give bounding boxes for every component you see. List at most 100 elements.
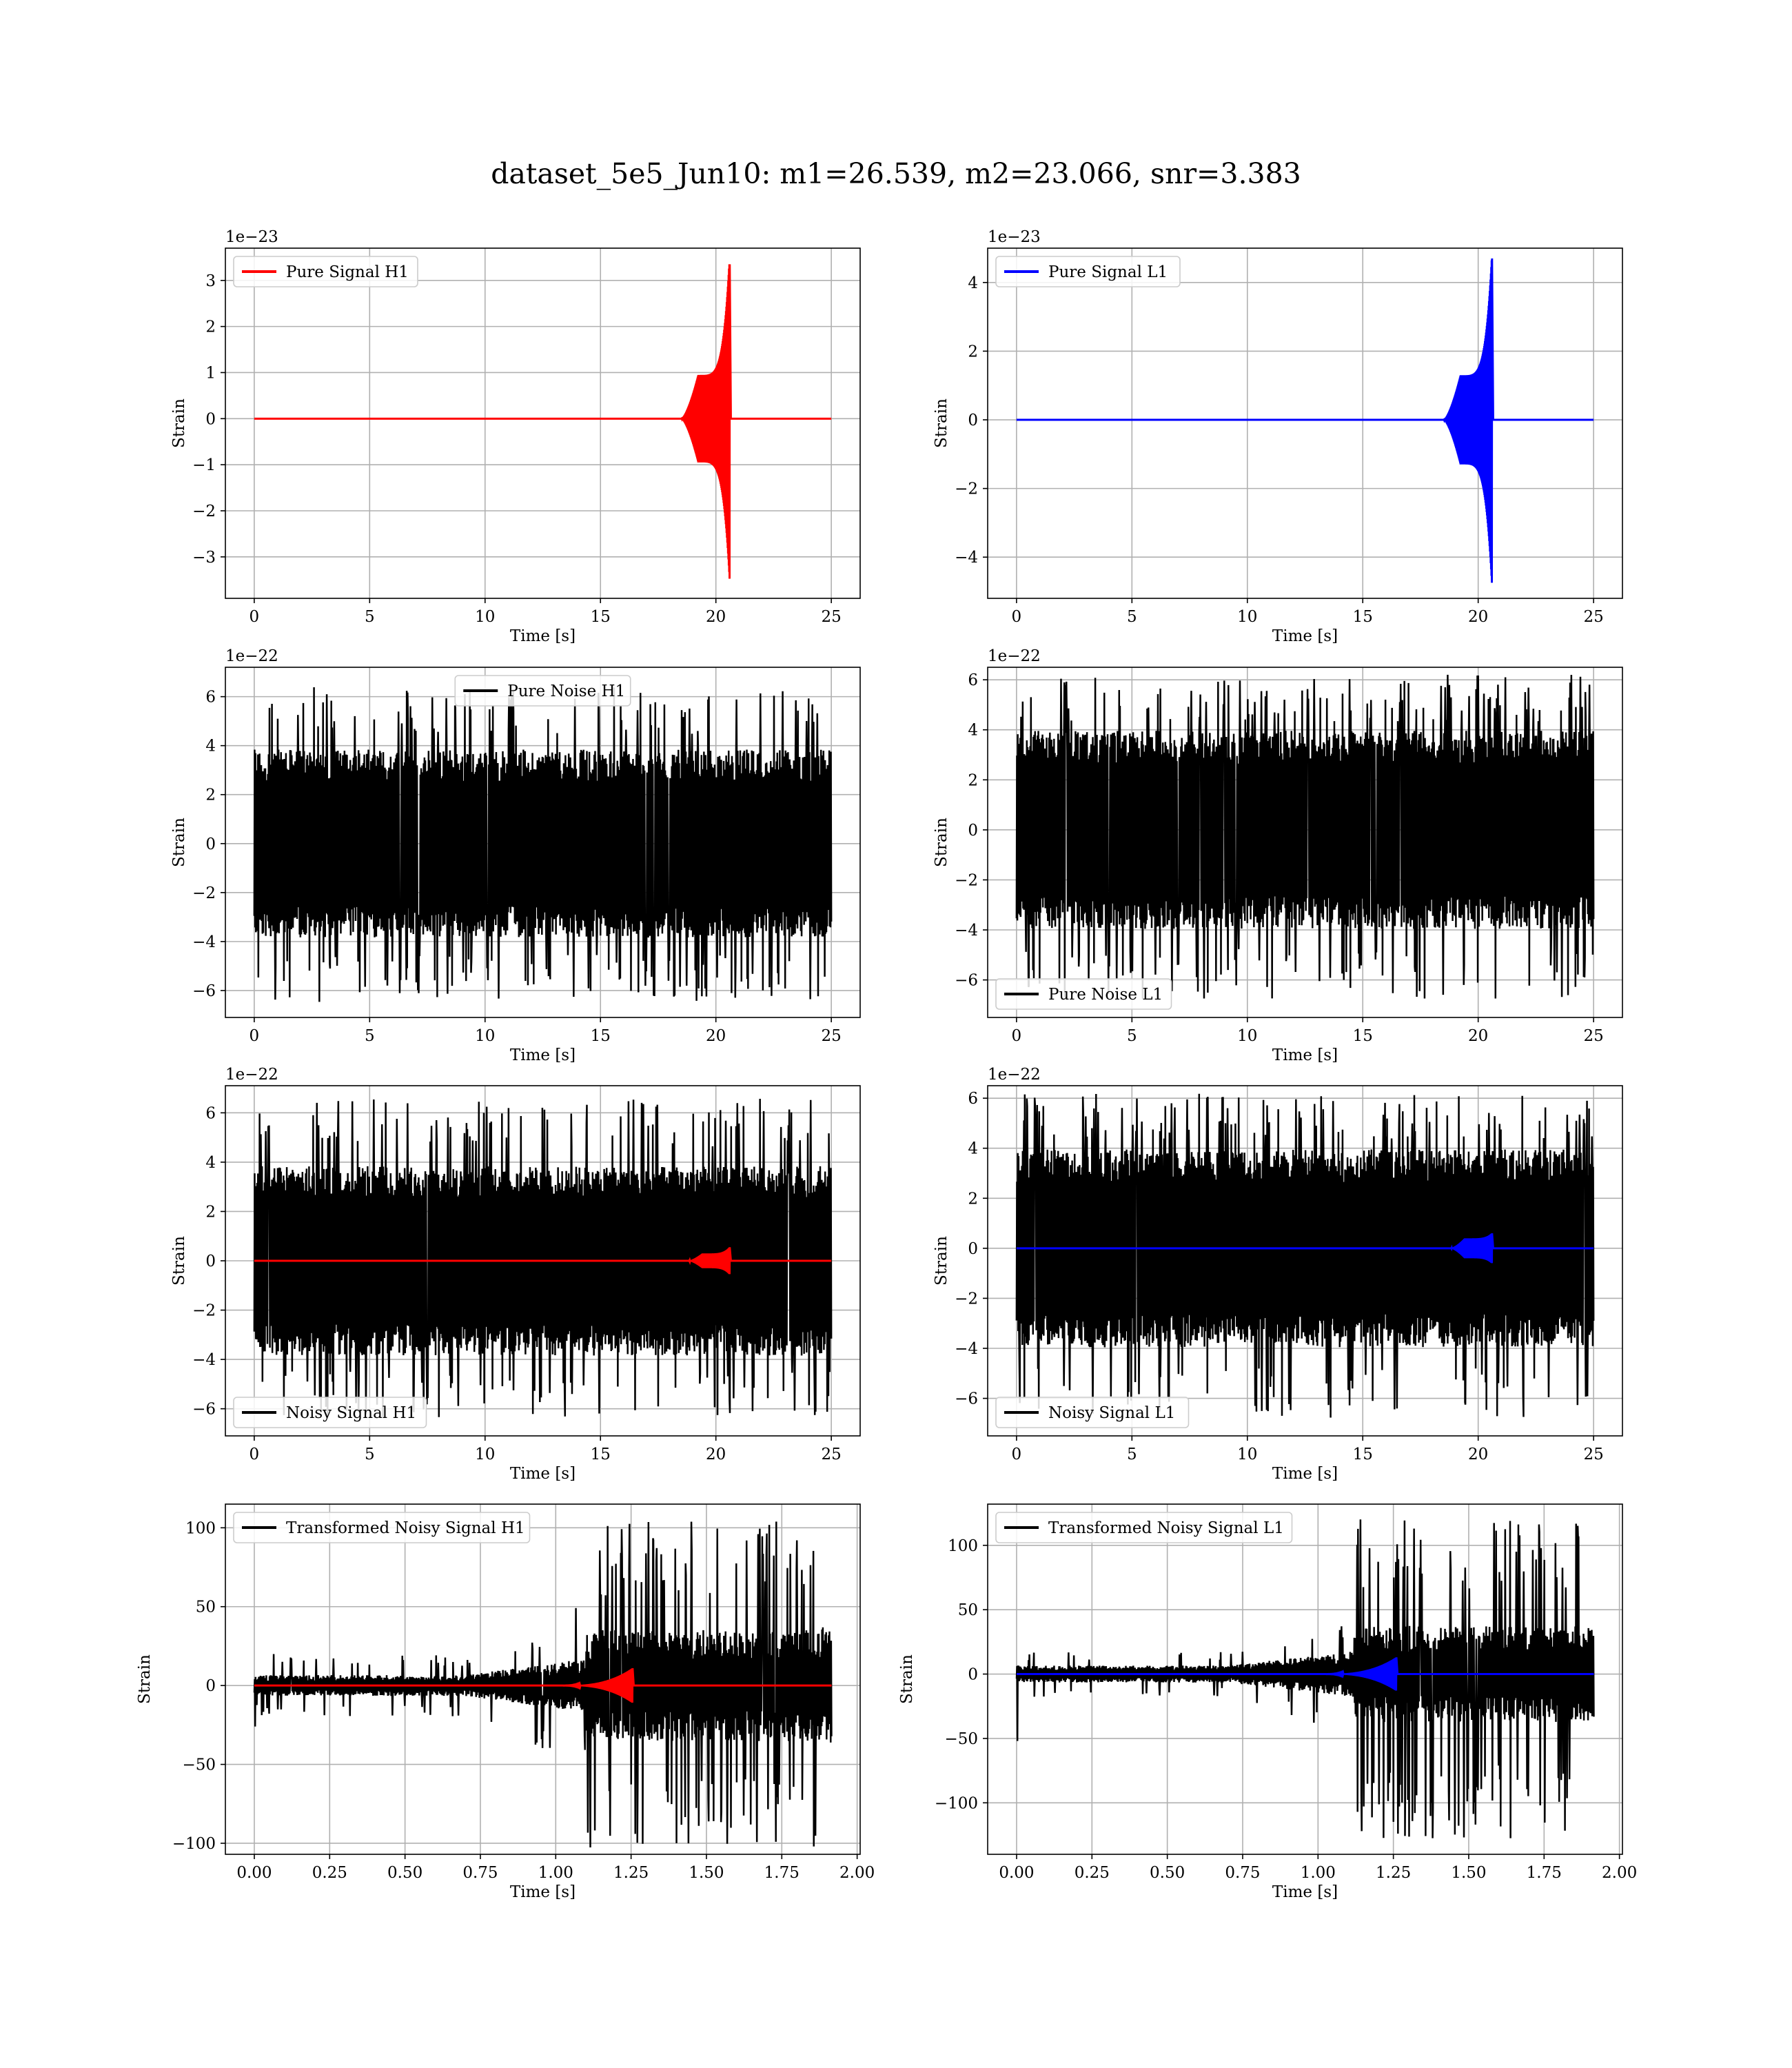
y-tick-label: −2: [192, 1302, 216, 1320]
x-axis-label: Time [s]: [1272, 1883, 1338, 1901]
legend-box: [454, 675, 631, 707]
y-tick-label: −2: [955, 1290, 978, 1308]
y-axis-label: Strain: [170, 818, 188, 867]
y-tick-label: 6: [205, 689, 216, 707]
x-tick-label: 15: [591, 608, 611, 626]
series-line-red: [254, 264, 832, 579]
x-tick-label: 10: [475, 608, 495, 626]
legend: Transformed Noisy Signal H1: [233, 1512, 531, 1543]
y-axis-label: Strain: [170, 398, 188, 448]
y-tick-label: −4: [955, 549, 978, 567]
legend-label: Transformed Noisy Signal H1: [286, 1519, 525, 1537]
x-tick-label: 1.00: [538, 1864, 573, 1882]
y-tick-label: 0: [968, 1240, 978, 1258]
y-axis-label: Strain: [933, 818, 950, 867]
y-tick-label: 4: [205, 1154, 216, 1172]
series-line-blue: [1016, 1657, 1594, 1691]
legend-box: [995, 1397, 1190, 1428]
x-axis-label: Time [s]: [510, 1046, 576, 1064]
x-tick-label: 10: [475, 1027, 495, 1045]
y-tick-label: −2: [955, 480, 978, 498]
subplot-5: 0 5 10 15 20 25 −6 −4 −2 0 2 4 6 1e−22 Time [s] Strain N…: [170, 1066, 861, 1483]
series-line-blue: [1016, 258, 1594, 583]
x-tick-label: 15: [1353, 608, 1373, 626]
y-tick-label: 2: [205, 1203, 216, 1221]
x-axis-label: Time [s]: [510, 1465, 576, 1483]
x-tick-label: 20: [706, 608, 726, 626]
y-tick-label: 2: [205, 787, 216, 804]
y-tick-label: −50: [944, 1730, 978, 1748]
y-tick-label: 0: [205, 1253, 216, 1270]
legend: Noisy Signal L1: [995, 1397, 1190, 1428]
x-tick-label: 0: [1012, 1027, 1022, 1045]
figure-title: dataset_5e5_Jun10: m1=26.539, m2=23.066,…: [491, 157, 1301, 190]
x-tick-label: 10: [1237, 1446, 1257, 1463]
legend: Transformed Noisy Signal L1: [995, 1512, 1293, 1543]
x-axis-label: Time [s]: [1272, 1046, 1338, 1064]
series-line-red: [254, 1247, 832, 1275]
x-tick-label: 0.00: [999, 1864, 1034, 1882]
y-tick-label: 2: [968, 343, 978, 361]
y-tick-label: −100: [935, 1794, 978, 1812]
y-tick-label: −2: [955, 871, 978, 889]
x-axis-label: Time [s]: [510, 1883, 576, 1901]
x-tick-label: 5: [1127, 1027, 1137, 1045]
x-tick-label: 25: [1583, 1446, 1603, 1463]
y-tick-label: 50: [196, 1599, 216, 1616]
x-tick-label: 0.25: [1075, 1864, 1110, 1882]
subplot-6: 0 5 10 15 20 25 −6 −4 −2 0 2 4 6 1e−22 Time [s] Strain N…: [933, 1066, 1623, 1483]
legend: Pure Noise H1: [454, 675, 631, 707]
x-tick-label: 1.50: [1451, 1864, 1486, 1882]
y-axis-label: Strain: [898, 1654, 916, 1704]
x-tick-label: 10: [1237, 608, 1257, 626]
y-tick-label: −2: [192, 503, 216, 520]
axes-frame: [225, 247, 861, 599]
x-tick-label: 15: [591, 1027, 611, 1045]
subplot-2: 0 5 10 15 20 25 −4 −2 0 2 4 1e−23 Time [s] Strain Pure…: [933, 228, 1623, 645]
series-line-black: [1015, 1519, 1595, 1838]
legend-label: Pure Signal L1: [1048, 263, 1168, 281]
x-tick-label: 25: [821, 1446, 841, 1463]
y-tick-label: 0: [205, 1677, 216, 1695]
offset-label: 1e−22: [225, 647, 278, 665]
y-tick-label: 0: [968, 1666, 978, 1684]
plot-area: [1015, 674, 1595, 999]
legend-box: [995, 256, 1181, 287]
offset-label: 1e−23: [988, 228, 1041, 246]
legend-label: Noisy Signal H1: [286, 1404, 416, 1422]
plot-area: [253, 687, 833, 1002]
legend-box: [995, 1512, 1293, 1543]
series-line-black: [253, 1099, 833, 1417]
y-tick-label: 100: [948, 1537, 978, 1555]
x-tick-label: 0.00: [236, 1864, 272, 1882]
y-tick-label: −2: [192, 884, 216, 902]
legend: Pure Signal H1: [233, 256, 418, 287]
y-tick-label: −4: [955, 922, 978, 940]
y-axis-label: Strain: [933, 398, 950, 448]
y-tick-label: 2: [968, 1190, 978, 1208]
y-tick-label: 6: [968, 671, 978, 689]
subplot-4: 0 5 10 15 20 25 −6 −4 −2 0 2 4 6 1e−22 Time [s] Strain P…: [933, 647, 1623, 1064]
x-tick-label: 25: [1583, 1027, 1603, 1045]
x-tick-label: 0: [1012, 608, 1022, 626]
legend-label: Pure Noise L1: [1048, 986, 1163, 1004]
y-tick-label: −6: [192, 982, 216, 1000]
axes-frame: [225, 1085, 861, 1437]
legend-label: Pure Noise H1: [507, 682, 625, 700]
x-tick-label: 20: [706, 1446, 726, 1463]
y-tick-label: 6: [205, 1104, 216, 1122]
x-tick-label: 5: [365, 1027, 375, 1045]
y-tick-label: −4: [955, 1340, 978, 1358]
x-tick-label: 1.50: [689, 1864, 724, 1882]
x-tick-label: 0: [250, 1027, 260, 1045]
x-tick-label: 0: [250, 608, 260, 626]
y-tick-label: 100: [185, 1519, 216, 1537]
x-tick-label: 5: [1127, 1446, 1137, 1463]
subplot-7: 0.00 0.25 0.50 0.75 1.00 1.25 1.50 1.75 2.00 −100…: [136, 1503, 875, 1901]
legend: Pure Noise L1: [995, 978, 1172, 1010]
x-tick-label: 5: [365, 608, 375, 626]
y-tick-label: 4: [968, 722, 978, 740]
legend-label: Transformed Noisy Signal L1: [1048, 1519, 1284, 1537]
series-line-blue: [1016, 1233, 1594, 1264]
y-tick-label: 3: [205, 272, 216, 290]
